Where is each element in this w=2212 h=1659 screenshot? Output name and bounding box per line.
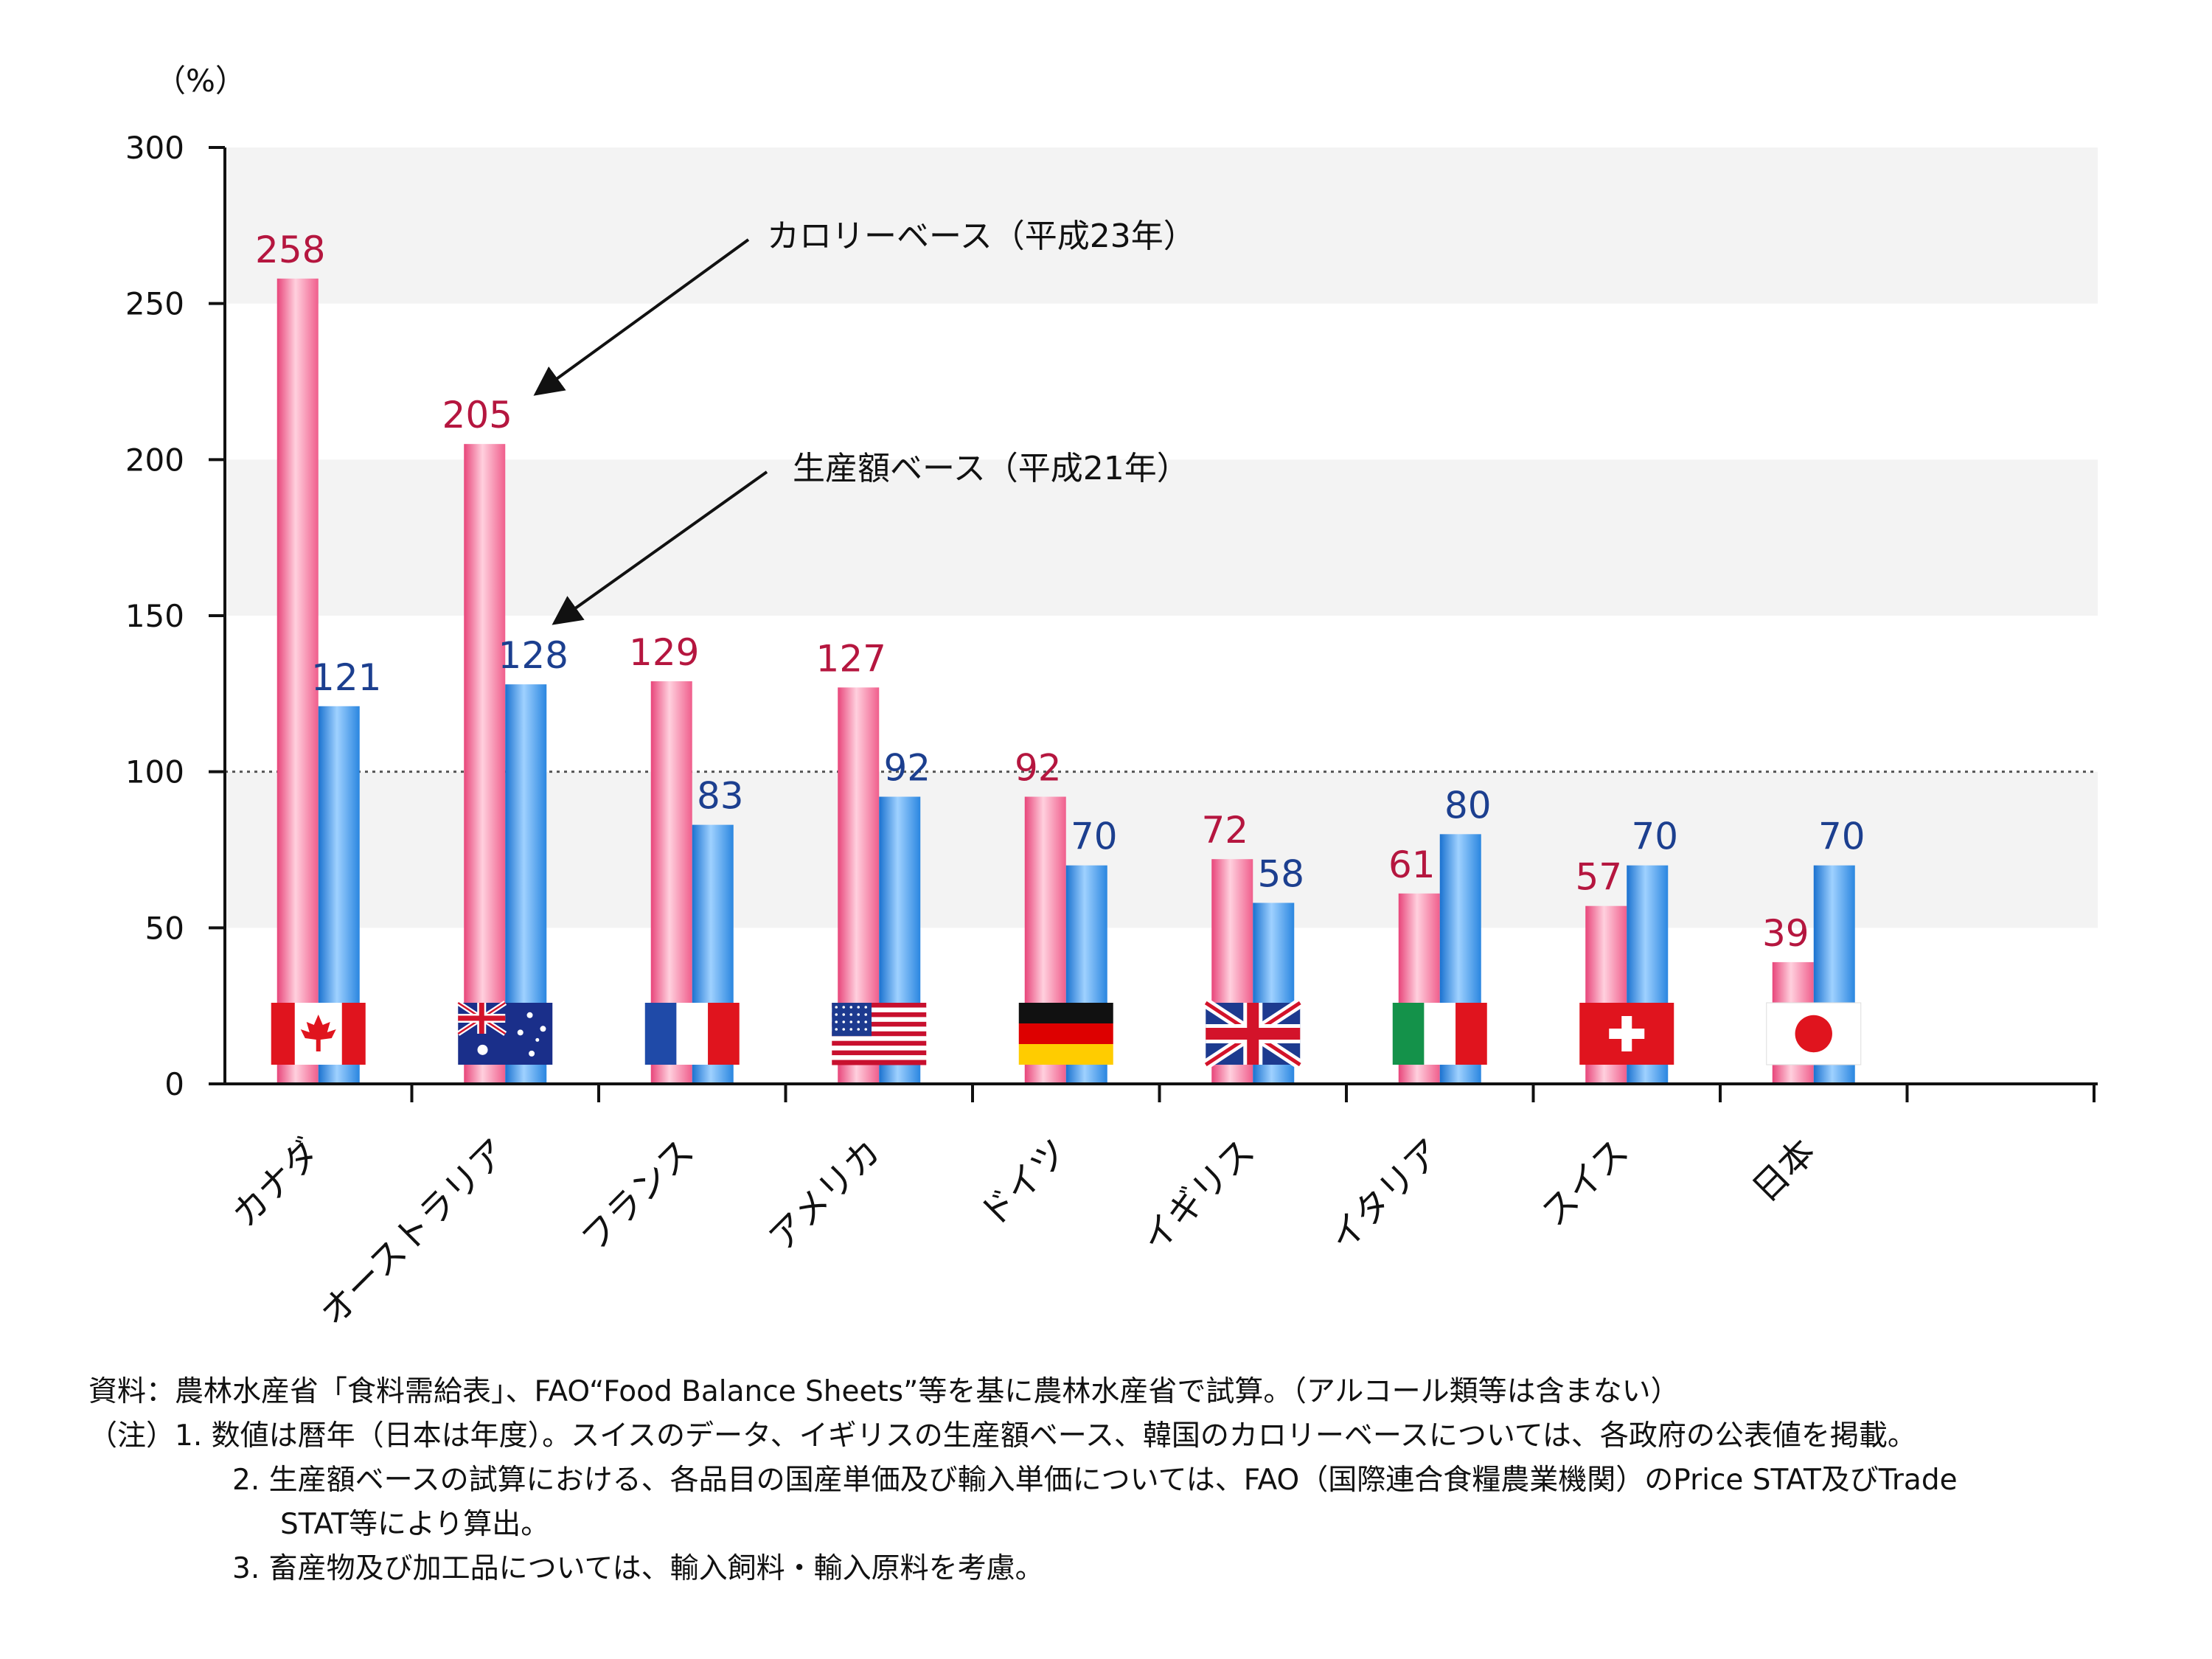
chart-notes: 資料：農林水産省「食料需給表」、FAO“Food Balance Sheets”… bbox=[88, 1370, 1958, 1591]
france-flag-icon bbox=[644, 1003, 740, 1065]
production-value-label: 121 bbox=[311, 656, 381, 699]
category-label: オーストラリア bbox=[312, 1131, 515, 1334]
calorie-value-label: 129 bbox=[629, 631, 699, 674]
canada-flag-icon bbox=[271, 1003, 366, 1065]
production-value-label: 92 bbox=[883, 747, 931, 790]
category-label: フランス bbox=[574, 1131, 703, 1260]
italy-flag-icon bbox=[1392, 1003, 1487, 1065]
y-tick-label: 200 bbox=[125, 442, 184, 478]
category-label: カナダ bbox=[224, 1131, 328, 1235]
grid-bands bbox=[225, 147, 2098, 928]
calorie-value-label: 57 bbox=[1575, 856, 1622, 899]
y-tick-label: 50 bbox=[145, 910, 184, 946]
calorie-value-label: 258 bbox=[255, 229, 325, 271]
y-tick-label: 0 bbox=[164, 1066, 184, 1102]
note-1: （注）1. 数値は暦年（日本は年度）。スイスのデータ、イギリスの生産額ベース、韓… bbox=[88, 1419, 1916, 1453]
production-value-label: 128 bbox=[498, 634, 568, 677]
production-value-label: 70 bbox=[1818, 815, 1865, 858]
uk-flag-icon bbox=[1203, 998, 1304, 1069]
legend-production-label: 生産額ベース（平成21年） bbox=[793, 450, 1189, 487]
category-label: アメリカ bbox=[761, 1131, 889, 1259]
switzerland-flag-icon bbox=[1579, 1003, 1674, 1065]
legend-calorie-arrow bbox=[533, 238, 750, 396]
category-label: スイス bbox=[1533, 1131, 1636, 1234]
australia-flag-icon bbox=[456, 1001, 553, 1065]
grid-band bbox=[225, 147, 2098, 304]
category-label: イギリス bbox=[1133, 1131, 1262, 1260]
production-value-label: 80 bbox=[1444, 784, 1492, 827]
legend-production-arrow bbox=[552, 470, 768, 625]
production-value-label: 83 bbox=[697, 775, 744, 818]
calorie-value-label: 92 bbox=[1015, 747, 1062, 790]
category-label: ドイツ bbox=[972, 1131, 1076, 1235]
legend-calorie-label: カロリーベース（平成23年） bbox=[767, 218, 1196, 255]
calorie-bar bbox=[464, 444, 506, 1084]
calorie-value-label: 72 bbox=[1201, 809, 1248, 852]
calorie-value-label: 39 bbox=[1762, 912, 1809, 955]
y-tick-label: 150 bbox=[125, 598, 184, 634]
production-value-label: 58 bbox=[1257, 852, 1304, 895]
germany-flag-icon bbox=[1018, 1003, 1113, 1065]
production-value-label: 70 bbox=[1631, 815, 1678, 858]
production-value-label: 70 bbox=[1071, 815, 1118, 858]
grid-band bbox=[225, 459, 2098, 616]
y-axis-unit-label: （%） bbox=[155, 63, 246, 99]
calorie-value-label: 205 bbox=[442, 394, 512, 437]
calorie-value-label: 127 bbox=[816, 637, 886, 680]
source-note: 資料：農林水産省「食料需給表」、FAO“Food Balance Sheets”… bbox=[88, 1375, 1680, 1408]
note-2-continued: STAT等により算出。 bbox=[280, 1508, 550, 1541]
hinomaru bbox=[1795, 1015, 1832, 1053]
y-tick-label: 100 bbox=[125, 754, 184, 790]
category-label: 日本 bbox=[1745, 1131, 1823, 1210]
y-tick-label: 250 bbox=[125, 286, 184, 322]
calorie-value-label: 61 bbox=[1388, 844, 1436, 886]
calorie-bar bbox=[276, 278, 319, 1084]
usa-flag-icon bbox=[832, 1003, 927, 1065]
note-3: 3. 畜産物及び加工品については、輸入飼料・輸入原料を考慮。 bbox=[232, 1552, 1044, 1585]
category-label: イタリア bbox=[1321, 1131, 1450, 1259]
japan-flag-icon bbox=[1766, 1002, 1862, 1065]
y-tick-label: 300 bbox=[125, 130, 184, 166]
maple-leaf bbox=[300, 1015, 336, 1051]
note-2: 2. 生産額ベースの試算における、各品目の国産単価及び輸入単価については、FAO… bbox=[232, 1464, 1958, 1497]
